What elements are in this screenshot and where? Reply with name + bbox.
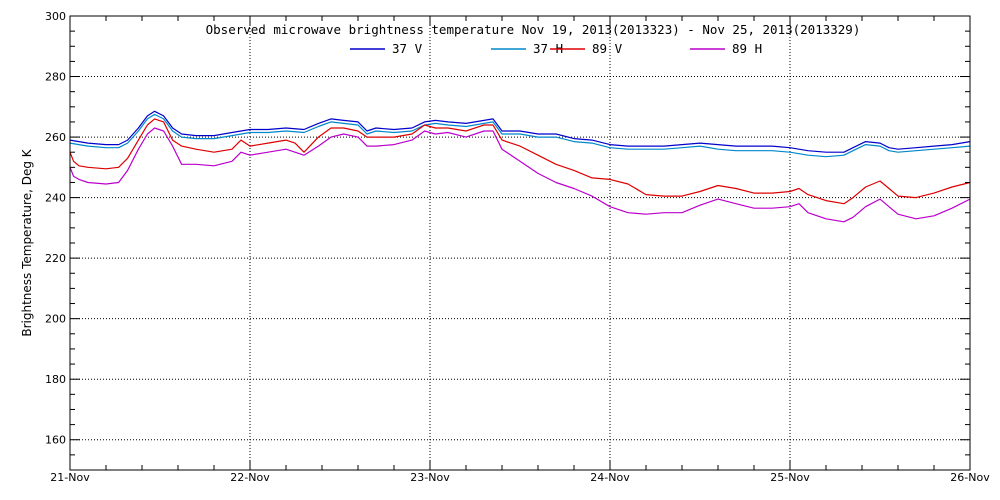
y-tick-label: 220	[45, 252, 66, 265]
legend-label: 89 V	[592, 41, 623, 56]
series-line-89-v	[69, 118, 971, 205]
y-tick-label: 280	[45, 71, 66, 84]
series-line-37-v	[69, 110, 971, 153]
plot-frame	[69, 15, 971, 471]
axis-tick-labels: 21-Nov 22-Nov 23-Nov 24-Nov 25-Nov 26-Nov 160 1…	[45, 10, 990, 484]
x-tick-label: 23-Nov	[410, 471, 450, 484]
y-tick-label: 240	[45, 192, 66, 205]
grid-lines	[70, 16, 970, 470]
series-line-89-h	[69, 127, 971, 223]
y-tick-label: 200	[45, 313, 66, 326]
legend-label: 37 V	[392, 41, 423, 56]
y-tick-label: 180	[45, 373, 66, 386]
chart-title: Observed microwave brightness temperatur…	[206, 22, 861, 37]
x-tick-label: 25-Nov	[770, 471, 810, 484]
y-tick-label: 300	[45, 10, 66, 23]
axis-ticks	[69, 15, 971, 471]
y-tick-label: 260	[45, 131, 66, 144]
legend-label: 89 H	[732, 41, 762, 56]
legend-label: 37 H	[533, 41, 563, 56]
y-tick-label: 160	[45, 434, 66, 447]
x-tick-label: 24-Nov	[590, 471, 630, 484]
y-axis-label: Brightness Temperature, Deg K	[20, 148, 34, 336]
x-tick-label: 21-Nov	[50, 471, 90, 484]
x-tick-label: 22-Nov	[230, 471, 270, 484]
plot-series	[69, 110, 971, 223]
x-tick-label: 26-Nov	[950, 471, 990, 484]
series-line-37-h	[69, 113, 971, 158]
chart-legend: 37 V 37 H 89 V 89 H	[350, 41, 762, 56]
